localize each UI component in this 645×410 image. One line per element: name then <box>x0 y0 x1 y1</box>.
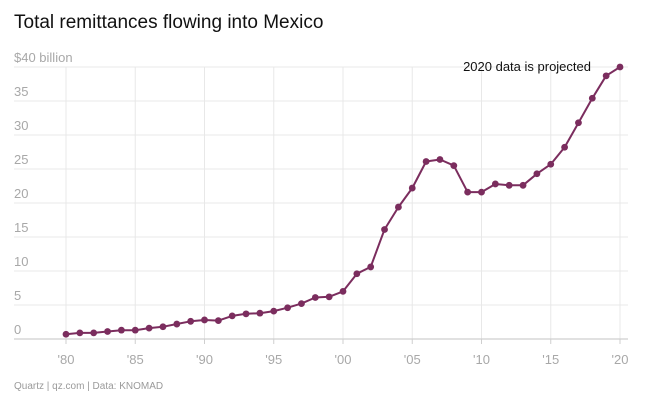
data-point <box>367 263 375 271</box>
data-point <box>491 180 499 188</box>
data-point <box>201 316 208 324</box>
data-point <box>242 310 250 318</box>
data-point <box>173 320 181 328</box>
x-tick-label: '85 <box>127 352 144 367</box>
x-tick-label: '05 <box>404 352 421 367</box>
data-point <box>325 293 333 301</box>
data-point <box>547 160 555 168</box>
data-point <box>76 329 84 337</box>
x-tick-label: '15 <box>542 352 559 367</box>
y-tick-label: $40 billion <box>14 50 73 65</box>
y-tick-label: 10 <box>14 254 28 269</box>
data-point <box>395 203 402 211</box>
data-point <box>519 181 527 189</box>
y-tick-label: 20 <box>14 186 28 201</box>
data-point <box>159 323 167 331</box>
y-tick-label: 5 <box>14 288 21 303</box>
data-point <box>62 330 70 338</box>
data-point <box>450 162 458 170</box>
data-point <box>131 326 139 334</box>
data-point <box>353 270 361 278</box>
data-point <box>616 63 624 71</box>
data-point <box>588 94 596 102</box>
x-tick-label: '95 <box>265 352 282 367</box>
data-point <box>575 119 582 127</box>
y-tick-label: 35 <box>14 84 28 99</box>
x-tick-label: '10 <box>473 352 490 367</box>
source-footer: Quartz | qz.com | Data: KNOMAD <box>14 381 164 392</box>
data-point <box>228 312 236 320</box>
data-point <box>436 156 444 163</box>
y-tick-label: 25 <box>14 152 28 167</box>
data-point <box>533 170 541 178</box>
data-point <box>561 143 568 151</box>
data-point <box>505 181 513 189</box>
data-point <box>284 304 291 312</box>
projection-annotation: 2020 data is projected <box>463 59 591 74</box>
x-tick-label: '20 <box>612 352 629 367</box>
data-point <box>422 158 430 165</box>
data-point <box>408 184 416 192</box>
y-tick-label: 0 <box>14 322 21 337</box>
data-point <box>187 317 195 325</box>
data-point <box>104 328 111 335</box>
data-point <box>339 288 347 295</box>
data-point <box>298 300 305 308</box>
data-point <box>311 294 319 301</box>
data-point <box>256 309 264 317</box>
y-tick-label: 15 <box>14 220 28 235</box>
data-point <box>270 307 278 315</box>
x-tick-label: '80 <box>58 352 75 367</box>
data-point <box>381 226 388 233</box>
data-point <box>90 329 98 337</box>
data-point <box>118 326 125 334</box>
data-point <box>602 72 610 80</box>
data-point <box>464 188 472 196</box>
chart-title: Total remittances flowing into Mexico <box>14 12 324 33</box>
data-point <box>478 188 485 196</box>
x-tick-label: '90 <box>196 352 213 367</box>
x-tick-label: '00 <box>335 352 352 367</box>
data-point <box>214 317 222 325</box>
y-tick-label: 30 <box>14 118 28 133</box>
data-point <box>145 324 153 332</box>
